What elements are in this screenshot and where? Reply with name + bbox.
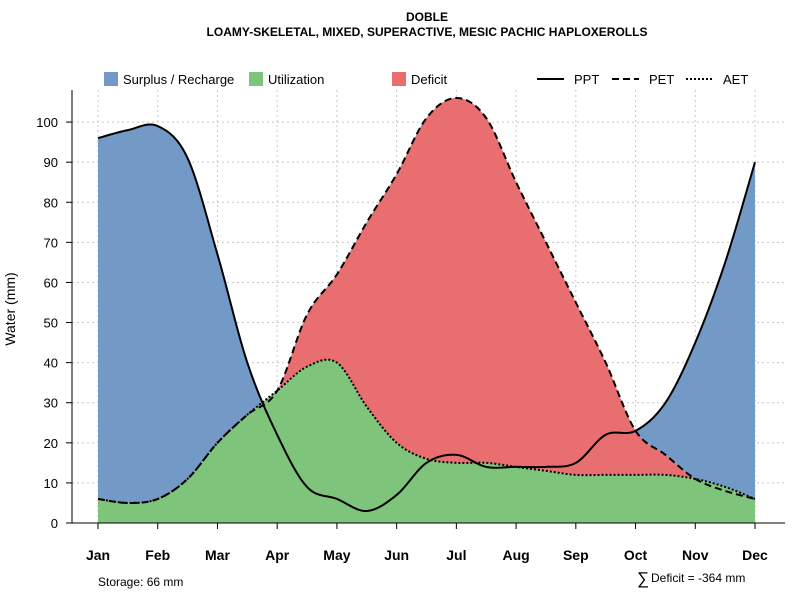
axes: 0 10 20 30 40 50 60 70 80 90 100 Jan Feb Mar Apr May Jun… xyxy=(36,90,785,563)
x-tick-label: Jan xyxy=(86,547,110,563)
y-tick-label: 20 xyxy=(44,436,58,451)
x-tick-label: Jul xyxy=(446,547,466,563)
x-tick-label: May xyxy=(323,547,350,563)
legend-swatch xyxy=(392,72,406,86)
x-tick-label: Oct xyxy=(624,547,648,563)
y-tick-label: 100 xyxy=(36,115,58,130)
deficit-sum-symbol: ∑ xyxy=(637,569,649,588)
x-tick-label: Aug xyxy=(502,547,529,563)
x-tick-label: Apr xyxy=(265,547,290,563)
x-tick-label: Dec xyxy=(742,547,768,563)
y-tick-label: 30 xyxy=(44,396,58,411)
x-tick-label: Feb xyxy=(145,547,170,563)
legend-label: Utilization xyxy=(268,72,324,87)
legend: Surplus / Recharge Utilization Deficit PPT P… xyxy=(104,72,748,87)
legend-label: Deficit xyxy=(411,72,448,87)
chart-subtitle: LOAMY-SKELETAL, MIXED, SUPERACTIVE, MESI… xyxy=(207,25,648,39)
deficit-annotation: Deficit = -364 mm xyxy=(651,571,745,585)
fill-areas xyxy=(98,98,755,523)
series-line-ppt xyxy=(97,123,756,513)
chart-title: DOBLE xyxy=(406,10,448,24)
y-axis-label: Water (mm) xyxy=(2,272,18,345)
y-tick-label: 70 xyxy=(44,235,58,250)
y-tick-label: 40 xyxy=(44,356,58,371)
y-tick-label: 90 xyxy=(44,155,58,170)
legend-swatch xyxy=(249,72,263,86)
x-tick-label: Mar xyxy=(205,547,230,563)
y-tick-label: 50 xyxy=(44,316,58,331)
legend-swatch xyxy=(104,72,118,86)
legend-label: AET xyxy=(723,72,748,87)
y-tick-label: 0 xyxy=(51,516,58,531)
x-tick-label: Jun xyxy=(384,547,409,563)
y-tick-label: 60 xyxy=(44,275,58,290)
series-line-pet xyxy=(97,97,756,504)
y-tick-label: 10 xyxy=(44,476,58,491)
legend-label: PPT xyxy=(574,72,599,87)
storage-annotation: Storage: 66 mm xyxy=(98,575,183,589)
y-tick-label: 80 xyxy=(44,195,58,210)
deficit-area xyxy=(98,98,755,503)
legend-label: Surplus / Recharge xyxy=(123,72,234,87)
series-lines xyxy=(97,97,756,513)
legend-label: PET xyxy=(649,72,674,87)
utilization-area xyxy=(98,359,755,523)
x-tick-label: Nov xyxy=(682,547,709,563)
x-tick-label: Sep xyxy=(563,547,589,563)
